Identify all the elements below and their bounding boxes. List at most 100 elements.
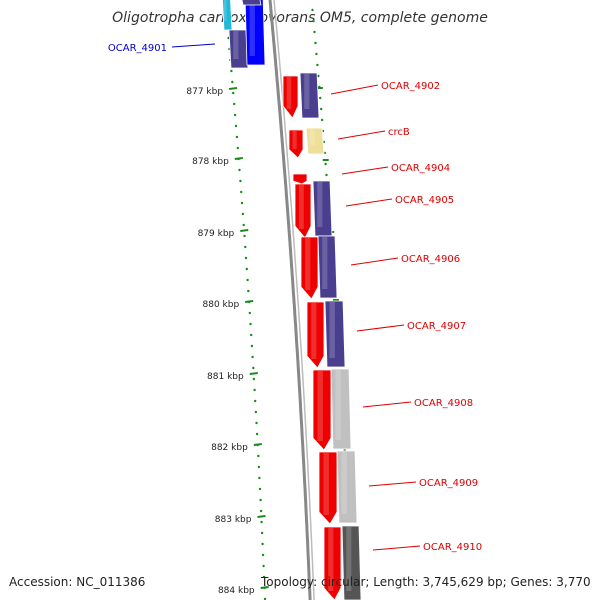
ring-dot bbox=[252, 377, 256, 381]
feature-shading bbox=[249, 0, 255, 56]
tick-mark bbox=[249, 372, 258, 375]
gene-feature bbox=[288, 129, 304, 159]
ring-dot bbox=[245, 267, 248, 271]
ring-dot bbox=[314, 41, 317, 45]
gene-leader-line bbox=[356, 324, 405, 332]
feature-shading bbox=[323, 453, 329, 515]
gene-leader-line bbox=[330, 84, 379, 95]
gene-feature bbox=[222, 0, 233, 31]
gene-leader-line bbox=[362, 401, 412, 408]
genome-summary-text: Topology: circular; Length: 3,745,629 bp… bbox=[261, 575, 591, 589]
ring-dot bbox=[257, 454, 260, 458]
gene-label: OCAR_4907 bbox=[407, 321, 466, 332]
gene-feature bbox=[312, 180, 333, 237]
tick-mark bbox=[228, 87, 238, 90]
ring-dot bbox=[313, 30, 316, 34]
gene-label: OCAR_4909 bbox=[419, 478, 478, 489]
gene-feature bbox=[294, 183, 312, 239]
ring-dot bbox=[233, 102, 236, 106]
backbone-line bbox=[268, 0, 312, 600]
feature-shading bbox=[310, 129, 315, 145]
ring-dot bbox=[315, 52, 318, 56]
gene-feature bbox=[341, 525, 362, 600]
ring-dot bbox=[246, 278, 249, 282]
ring-dot bbox=[260, 520, 263, 524]
feature-shading bbox=[299, 185, 304, 229]
ring-dot bbox=[249, 322, 252, 326]
gene-leader-line bbox=[341, 166, 389, 175]
ring-dot bbox=[232, 91, 235, 95]
ring-dot bbox=[259, 498, 262, 502]
tick-mark bbox=[260, 586, 269, 589]
ring-dot bbox=[240, 190, 243, 194]
ring-dot bbox=[312, 19, 315, 23]
feature-shading bbox=[341, 452, 347, 514]
tick-label: 879 kbp bbox=[198, 229, 235, 239]
gene-leader-line bbox=[372, 545, 421, 551]
gene-feature bbox=[336, 450, 358, 524]
gene-label: OCAR_4905 bbox=[395, 195, 454, 206]
feature-shading bbox=[224, 0, 227, 21]
tick-mark bbox=[234, 157, 243, 160]
gene-label: OCAR_4902 bbox=[381, 81, 440, 92]
ring-dot bbox=[261, 553, 265, 557]
ring-dot bbox=[250, 344, 254, 348]
gene-leader-line bbox=[345, 198, 393, 207]
ring-dot bbox=[263, 597, 267, 600]
feature-shading bbox=[346, 527, 352, 591]
feature-shading bbox=[292, 131, 297, 149]
ring-dot bbox=[311, 8, 314, 12]
gene-feature bbox=[300, 236, 319, 300]
gene-label: OCAR_4904 bbox=[391, 163, 450, 174]
ring-dot bbox=[316, 63, 319, 67]
ring-dot bbox=[242, 223, 245, 227]
tick-mark bbox=[257, 515, 266, 518]
ring-dot bbox=[262, 564, 265, 568]
gene-feature bbox=[241, 0, 262, 6]
ring-dot bbox=[259, 509, 263, 513]
ring-dot bbox=[234, 124, 238, 128]
gene-feature bbox=[324, 300, 346, 368]
ring-dot bbox=[325, 173, 328, 177]
ring-dot bbox=[244, 256, 248, 260]
ring-dot bbox=[320, 118, 324, 122]
gene-feature bbox=[282, 75, 299, 119]
ring-dot bbox=[258, 487, 262, 491]
gene-feature bbox=[318, 451, 338, 525]
gene-label: OCAR_4906 bbox=[401, 254, 460, 265]
gene-feature bbox=[228, 29, 249, 69]
ring-dot bbox=[255, 421, 258, 425]
gene-label: OCAR_4908 bbox=[414, 398, 473, 409]
tick-label: 878 kbp bbox=[192, 157, 229, 167]
feature-shading bbox=[317, 371, 323, 441]
tick-label: 882 kbp bbox=[211, 443, 248, 453]
tick-label: 884 kbp bbox=[218, 586, 255, 596]
ring-dot bbox=[247, 289, 250, 293]
map-title: Oligotropha carboxidovorans OM5, complet… bbox=[112, 10, 488, 26]
ring-dot bbox=[243, 234, 246, 238]
gene-leader-line bbox=[337, 130, 386, 140]
gene-feature bbox=[305, 127, 325, 155]
gene-feature bbox=[292, 173, 308, 185]
ring-dot bbox=[239, 179, 242, 183]
tick-label: 883 kbp bbox=[215, 515, 252, 525]
accession-text: Accession: NC_011386 bbox=[9, 575, 146, 589]
ring-dot bbox=[251, 355, 254, 359]
gene-feature bbox=[312, 369, 332, 451]
ring-dot bbox=[254, 399, 257, 403]
gene-feature bbox=[299, 72, 320, 119]
tick-label: 877 kbp bbox=[186, 87, 223, 97]
ring-dot bbox=[258, 476, 261, 480]
feature-shading bbox=[305, 238, 311, 290]
gene-feature bbox=[244, 0, 266, 66]
ring-dot bbox=[236, 146, 239, 150]
feature-shading bbox=[233, 31, 239, 59]
gene-labels: OCAR_4901 OCAR_4902 crcB OCAR_4904 OCAR_4905… bbox=[108, 43, 482, 553]
gene-label: crcB bbox=[388, 127, 410, 138]
gene-label: OCAR_4910 bbox=[423, 542, 482, 553]
ring-dot bbox=[248, 311, 251, 315]
tick-label: 881 kbp bbox=[207, 372, 244, 382]
tick-mark bbox=[240, 229, 249, 232]
ring-dot bbox=[252, 366, 255, 370]
